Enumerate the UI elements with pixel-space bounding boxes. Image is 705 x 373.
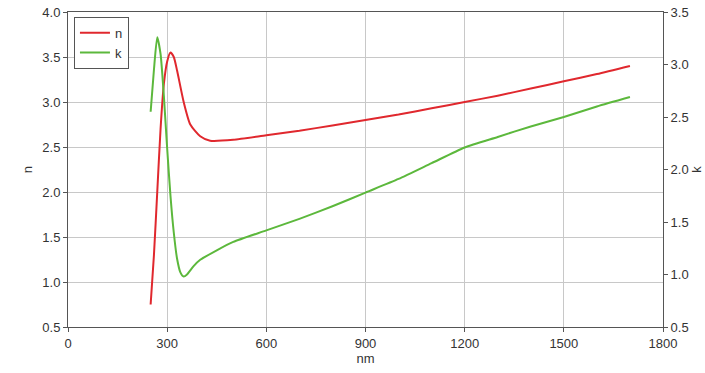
svg-text:2.5: 2.5: [671, 110, 689, 125]
svg-text:1.0: 1.0: [42, 275, 60, 290]
svg-text:k: k: [115, 46, 122, 61]
svg-text:300: 300: [156, 336, 178, 351]
svg-text:1.0: 1.0: [671, 267, 689, 282]
svg-text:3.0: 3.0: [42, 95, 60, 110]
svg-text:0.5: 0.5: [671, 320, 689, 335]
svg-text:n: n: [20, 166, 35, 173]
svg-text:nm: nm: [356, 351, 374, 366]
svg-text:3.0: 3.0: [671, 57, 689, 72]
svg-text:900: 900: [355, 336, 377, 351]
svg-text:1500: 1500: [549, 336, 578, 351]
svg-text:3.5: 3.5: [671, 5, 689, 20]
svg-text:0.5: 0.5: [42, 320, 60, 335]
svg-text:k: k: [689, 166, 704, 173]
svg-text:3.5: 3.5: [42, 50, 60, 65]
svg-text:2.0: 2.0: [42, 185, 60, 200]
svg-text:1.5: 1.5: [42, 230, 60, 245]
svg-text:1800: 1800: [649, 336, 678, 351]
svg-text:2.5: 2.5: [42, 140, 60, 155]
svg-text:1200: 1200: [450, 336, 479, 351]
svg-text:n: n: [115, 26, 122, 41]
svg-text:600: 600: [255, 336, 277, 351]
svg-text:1.5: 1.5: [671, 215, 689, 230]
svg-text:0: 0: [64, 336, 71, 351]
svg-text:2.0: 2.0: [671, 162, 689, 177]
svg-text:4.0: 4.0: [42, 5, 60, 20]
